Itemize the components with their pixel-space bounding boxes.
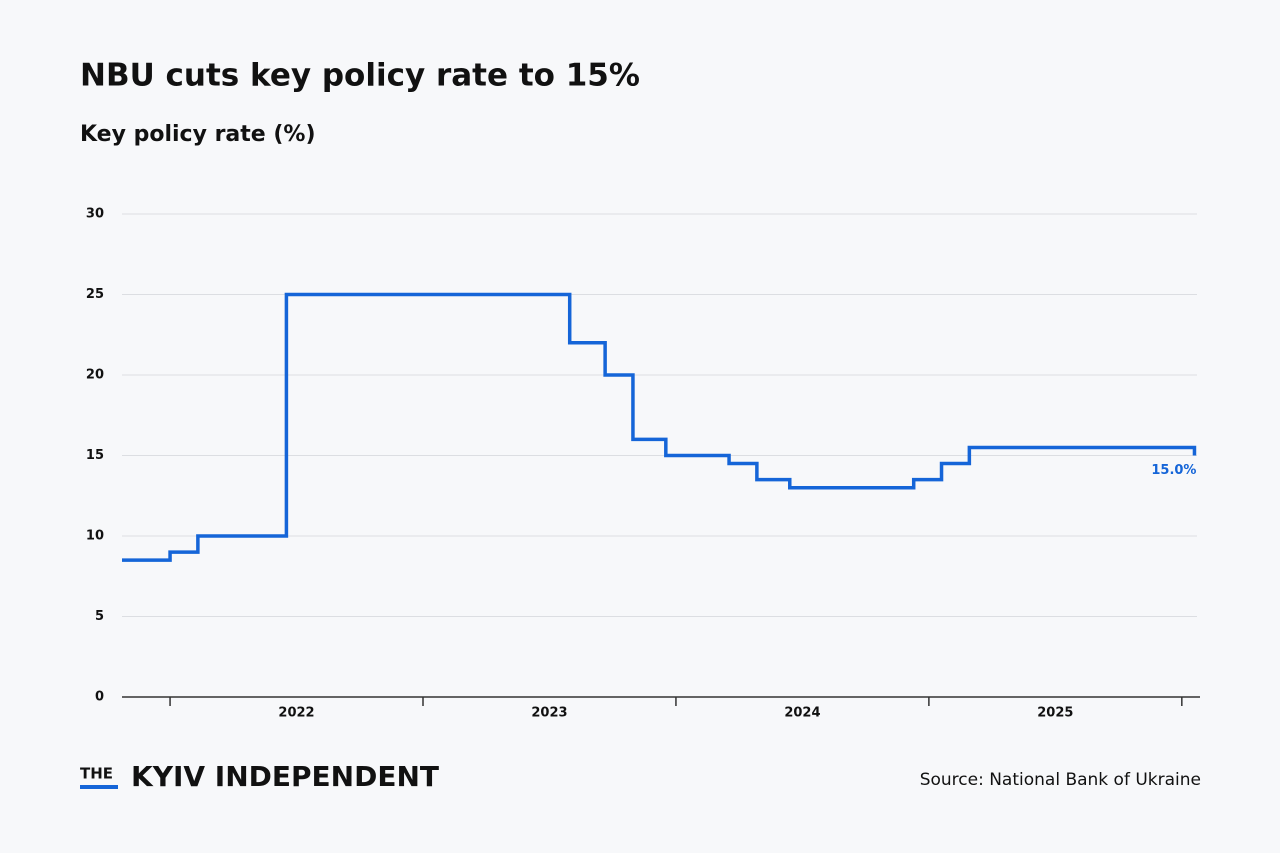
brand-underline [80,785,118,789]
x-tick-label: 2025 [1037,706,1073,721]
chart-subtitle: Key policy rate (%) [80,122,316,147]
y-tick-label: 30 [86,207,104,222]
rate-line [122,292,1197,562]
brand: KYIV INDEPENDENT [131,760,439,793]
x-tick-label: 2022 [278,706,314,721]
x-tick-label: 2024 [784,706,820,721]
x-tick-label: 2023 [531,706,567,721]
y-tick-label: 10 [86,529,104,544]
y-tick-label: 25 [86,287,104,302]
y-tick-label: 15 [86,448,104,463]
brand-small: THE [80,765,113,783]
y-tick-label: 0 [95,690,104,705]
y-tick-label: 5 [95,609,104,624]
value-label: 15.0% [1151,463,1196,478]
source: Source: National Bank of Ukraine [920,770,1201,790]
y-tick-label: 20 [86,368,104,383]
chart-title: NBU cuts key policy rate to 15% [80,58,640,94]
